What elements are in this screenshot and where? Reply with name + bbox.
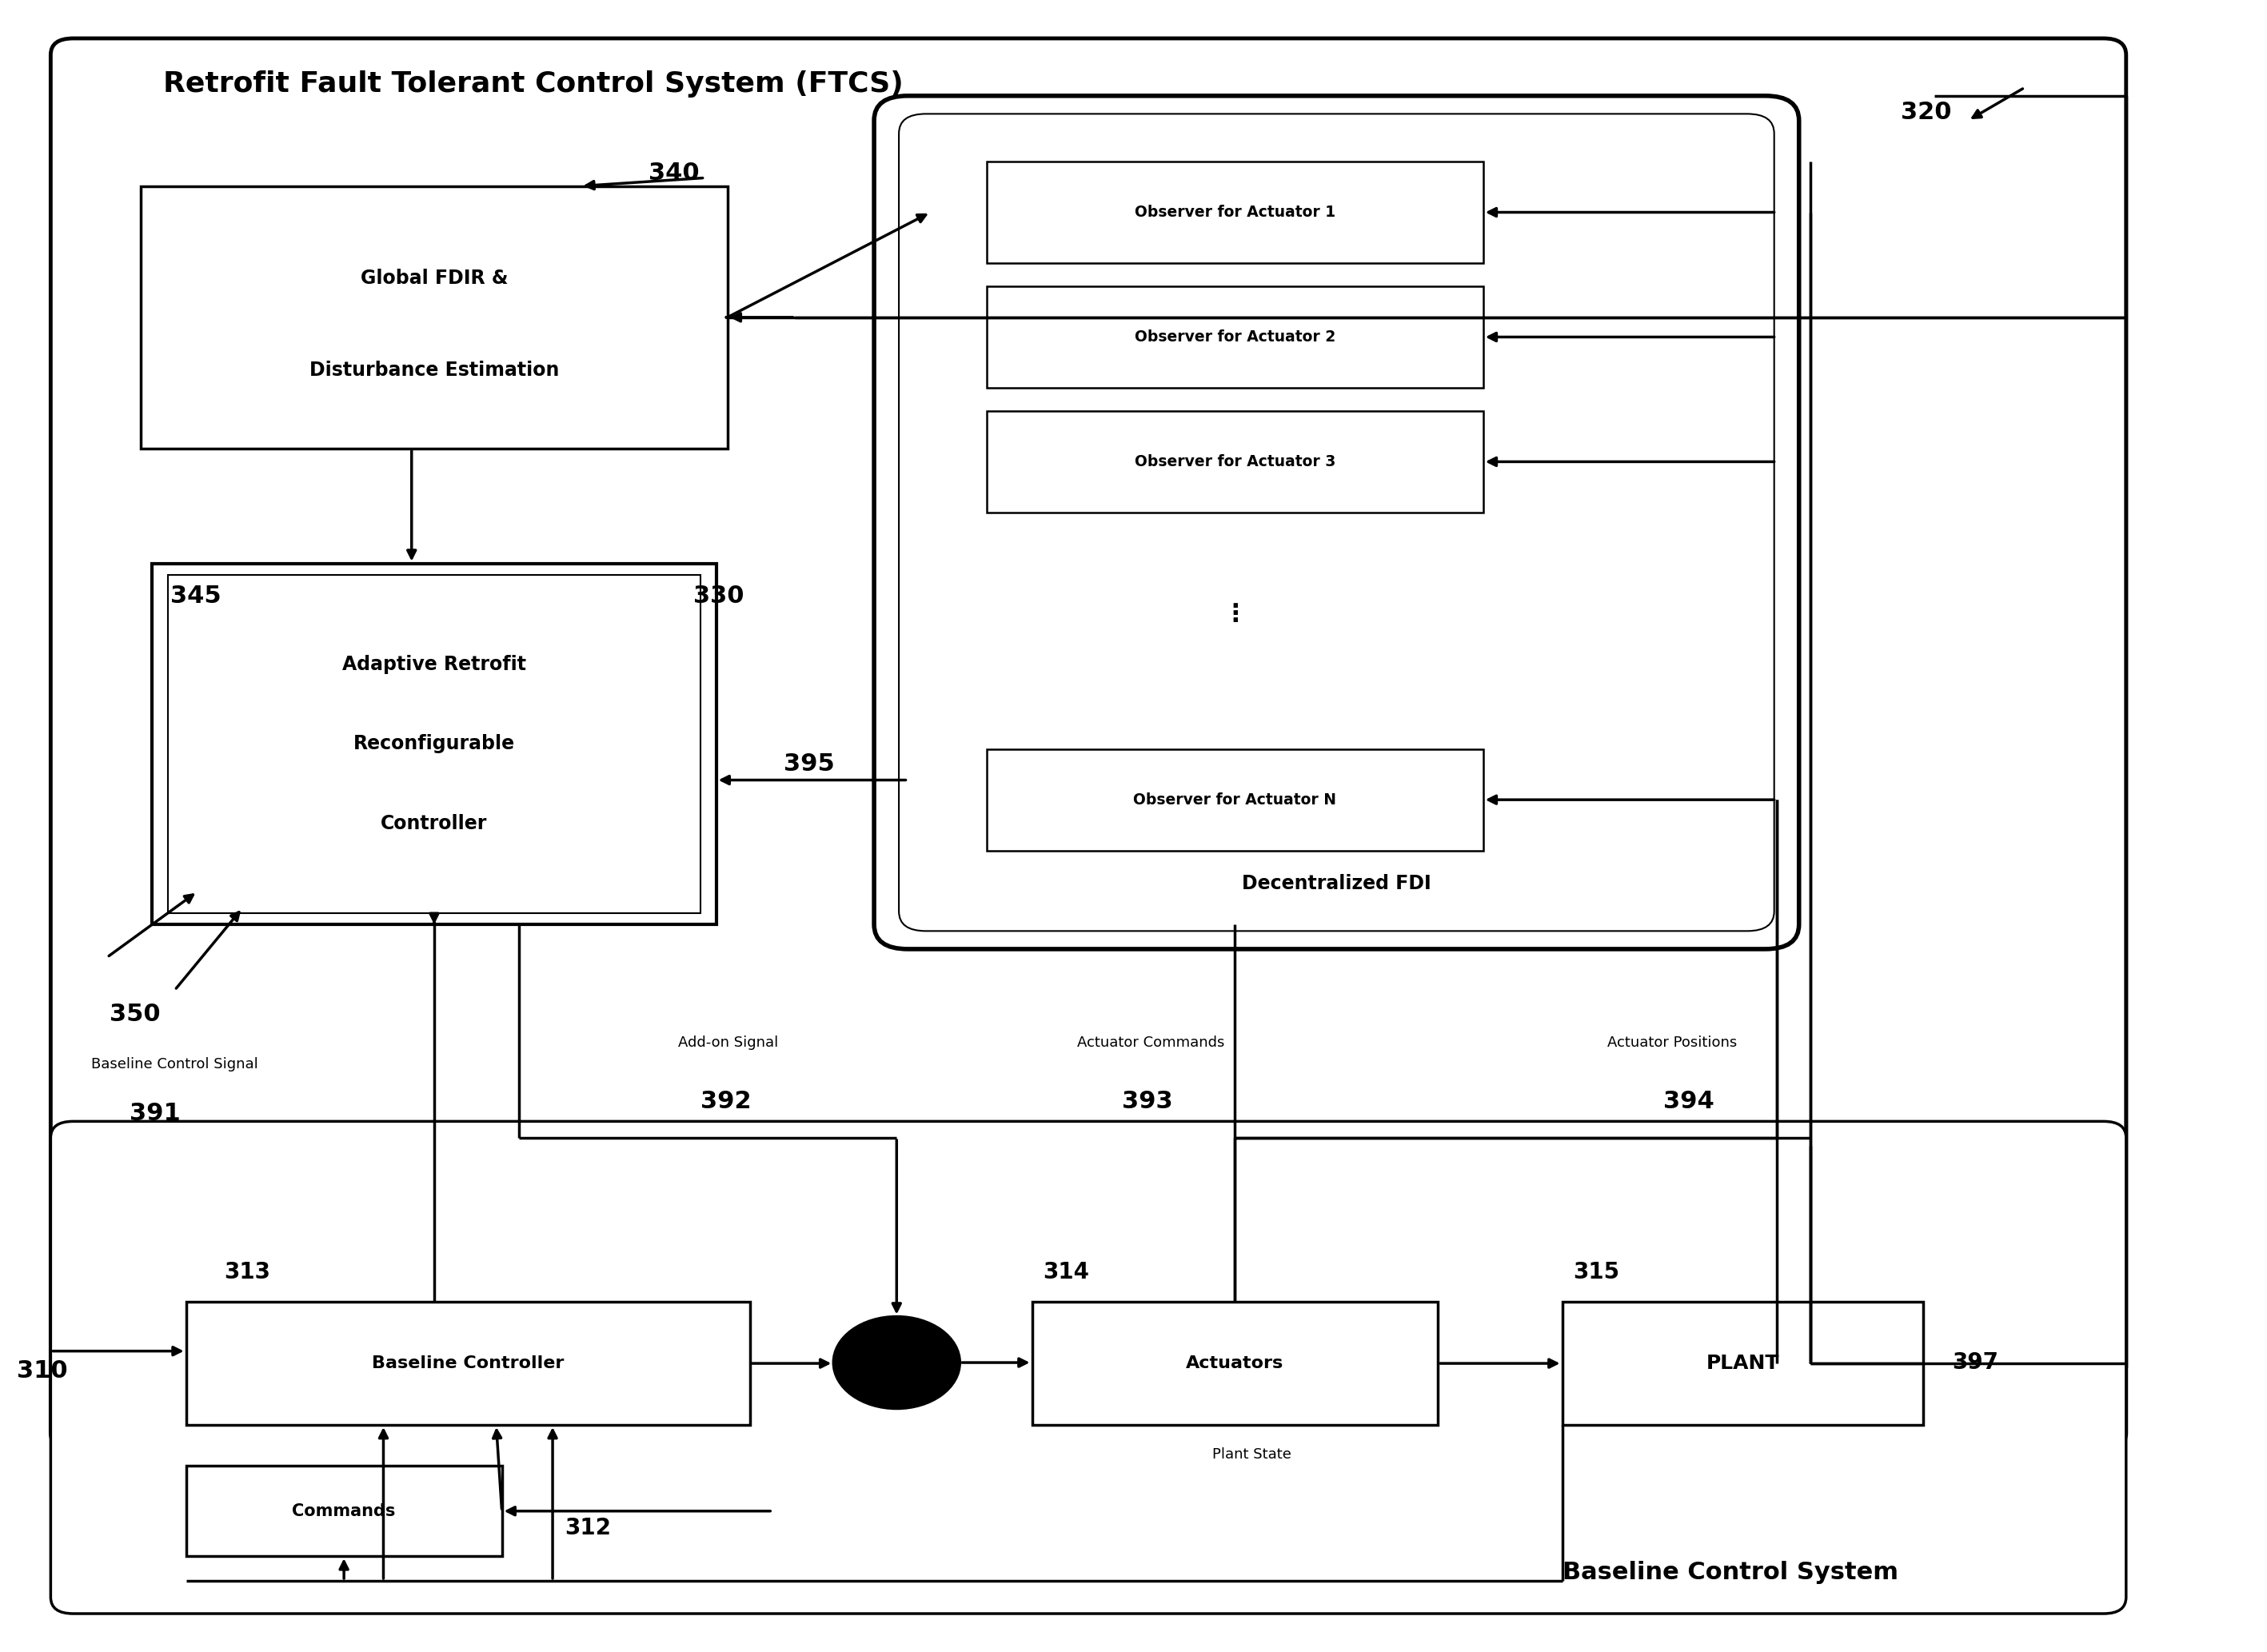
Text: Reconfigurable: Reconfigurable [354,735,515,753]
Text: Commands: Commands [292,1503,397,1520]
Text: 330: 330 [694,585,744,608]
Text: 394: 394 [1664,1090,1714,1113]
FancyBboxPatch shape [875,96,1800,948]
Bar [986,162,1483,263]
Bar [986,286,1483,388]
Text: Disturbance Estimation: Disturbance Estimation [308,360,560,380]
Text: 315: 315 [1573,1260,1621,1284]
Text: Actuator Commands: Actuator Commands [1077,1036,1224,1049]
Text: +: + [855,1373,866,1384]
Text: 313: 313 [224,1260,270,1284]
Text: 391: 391 [129,1102,181,1125]
Bar [152,563,716,925]
Bar [986,411,1483,512]
Text: 393: 393 [1122,1090,1172,1113]
Text: 395: 395 [784,752,834,775]
Text: Observer for Actuator 3: Observer for Actuator 3 [1134,454,1335,469]
Bar [168,575,701,914]
Text: 345: 345 [170,585,222,608]
Circle shape [834,1317,959,1409]
Bar [1031,1302,1437,1426]
Bar [1562,1302,1922,1426]
Text: Observer for Actuator 2: Observer for Actuator 2 [1134,329,1335,345]
Bar [986,748,1483,851]
Text: Plant State: Plant State [1213,1447,1292,1462]
Text: Baseline Control System: Baseline Control System [1562,1561,1897,1584]
Text: Actuator Positions: Actuator Positions [1607,1036,1737,1049]
Text: Baseline Controller: Baseline Controller [372,1355,564,1371]
Text: Actuators: Actuators [1186,1355,1283,1371]
Text: +: + [895,1340,907,1353]
Text: 320: 320 [1900,101,1952,124]
Text: Add-on Signal: Add-on Signal [678,1036,778,1049]
Text: Observer for Actuator N: Observer for Actuator N [1134,793,1338,808]
Text: Baseline Control Signal: Baseline Control Signal [91,1057,258,1070]
Text: 397: 397 [1952,1351,1999,1374]
Text: PLANT: PLANT [1707,1353,1780,1373]
Text: 310: 310 [16,1360,68,1383]
Text: Retrofit Fault Tolerant Control System (FTCS): Retrofit Fault Tolerant Control System (… [163,71,905,97]
Bar [141,187,728,449]
Text: 392: 392 [701,1090,750,1113]
Text: 312: 312 [564,1517,612,1540]
Text: 340: 340 [648,162,698,185]
Text: Global FDIR &: Global FDIR & [360,268,508,287]
Text: Controller: Controller [381,814,487,833]
Text: Decentralized FDI: Decentralized FDI [1242,874,1430,894]
Bar [186,1465,501,1556]
Text: Adaptive Retrofit: Adaptive Retrofit [342,654,526,674]
FancyBboxPatch shape [900,114,1775,932]
FancyBboxPatch shape [50,1122,2126,1614]
Bar [186,1302,750,1426]
Text: ⋮: ⋮ [1222,603,1247,626]
Text: 314: 314 [1043,1260,1090,1284]
Text: Observer for Actuator 1: Observer for Actuator 1 [1134,205,1335,220]
Text: 350: 350 [109,1003,161,1026]
FancyBboxPatch shape [50,38,2126,1449]
